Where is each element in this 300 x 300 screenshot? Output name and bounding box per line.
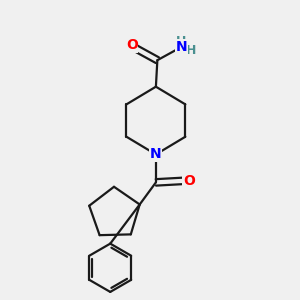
Text: N: N bbox=[176, 40, 187, 54]
Text: O: O bbox=[126, 38, 138, 52]
Text: H: H bbox=[176, 35, 187, 48]
Text: N: N bbox=[150, 147, 162, 161]
Text: O: O bbox=[183, 174, 195, 188]
Text: H: H bbox=[186, 44, 196, 57]
